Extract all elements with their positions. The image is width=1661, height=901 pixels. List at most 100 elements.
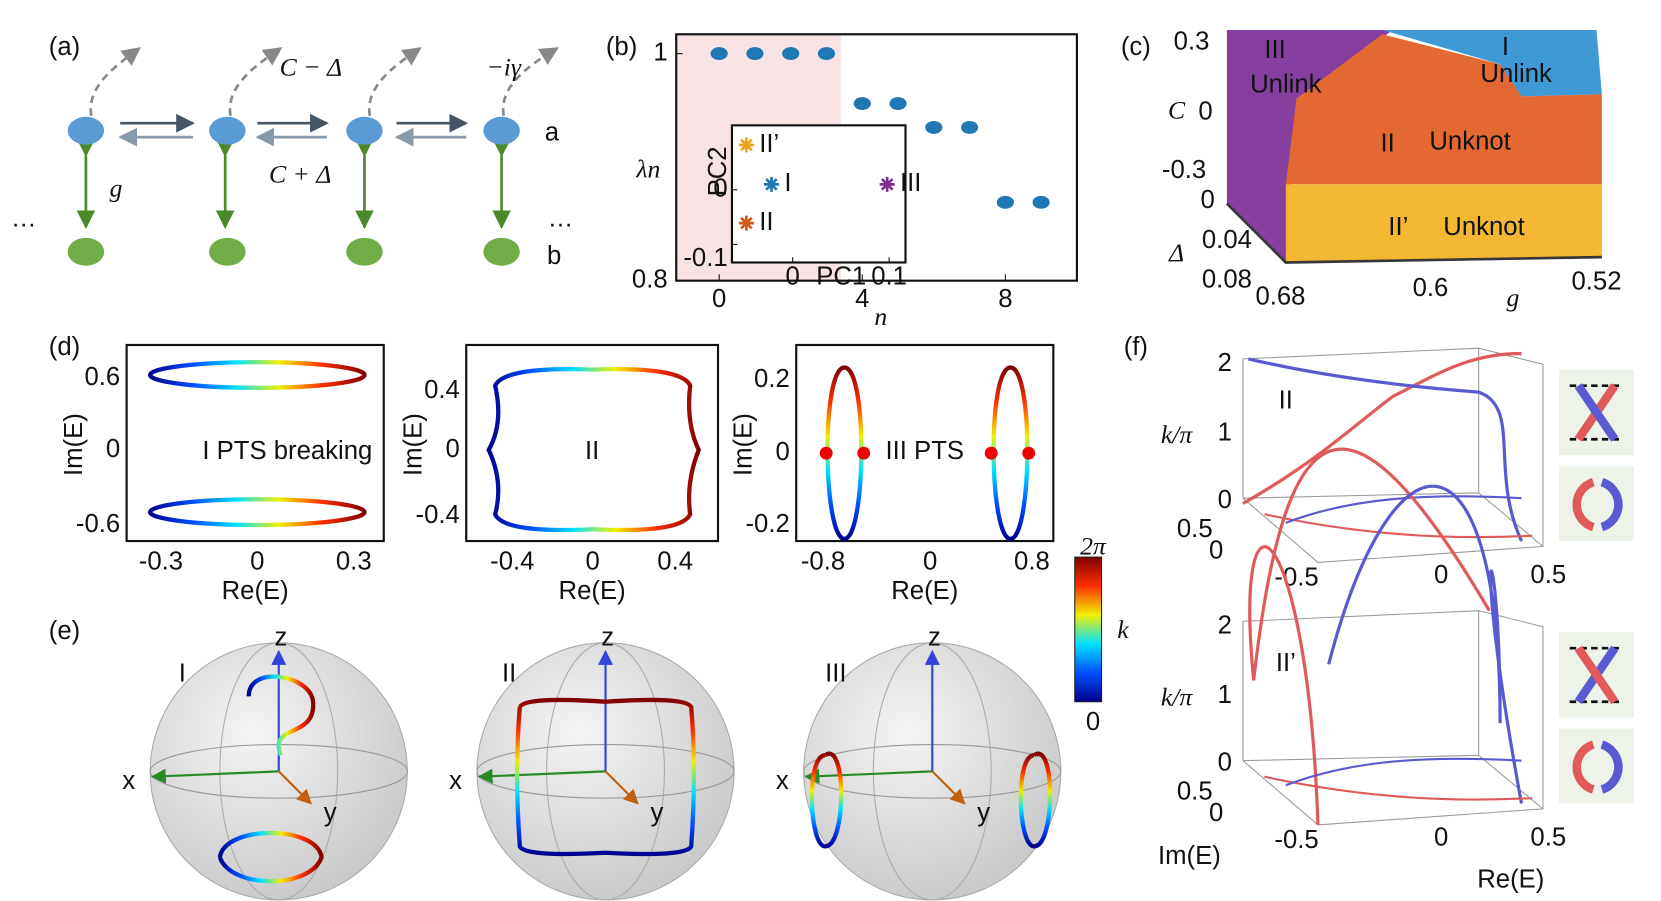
label: 0 bbox=[1434, 824, 1448, 852]
label: k/π bbox=[1161, 682, 1194, 711]
icon-arc bbox=[1600, 740, 1623, 794]
label: II bbox=[1279, 387, 1293, 415]
label: x bbox=[122, 767, 135, 795]
label: 0 bbox=[1218, 749, 1232, 777]
label: n bbox=[874, 302, 887, 331]
label: 1 bbox=[1218, 419, 1232, 447]
exceptional-point bbox=[857, 446, 871, 460]
data-point bbox=[961, 120, 979, 134]
label: x bbox=[776, 767, 789, 795]
knot-strand bbox=[1327, 484, 1524, 804]
box-3d bbox=[1242, 610, 1544, 826]
label: 0.08 bbox=[1202, 265, 1252, 293]
label: 0.5 bbox=[1530, 824, 1566, 852]
label: Re(E) bbox=[1477, 865, 1544, 893]
knot-projection bbox=[1285, 495, 1522, 524]
label: y bbox=[651, 799, 664, 827]
label: 0.5 bbox=[1530, 561, 1566, 589]
label: -0.8 bbox=[801, 547, 845, 575]
label: z bbox=[601, 623, 614, 651]
knot-strand bbox=[1247, 357, 1523, 542]
icon-bg bbox=[1559, 466, 1635, 542]
label: b bbox=[547, 242, 561, 270]
label: 0.5 bbox=[1177, 515, 1213, 543]
label: Unknot bbox=[1429, 127, 1510, 155]
colorbar bbox=[1074, 556, 1103, 703]
label: 0.04 bbox=[1202, 226, 1252, 254]
label: y bbox=[977, 799, 990, 827]
label: -0.4 bbox=[416, 501, 460, 529]
knot-projection bbox=[1264, 775, 1533, 801]
label: k bbox=[1117, 615, 1129, 644]
panel-a-diagram bbox=[67, 47, 559, 266]
label: 0.6 bbox=[84, 363, 120, 391]
icon-arc bbox=[1572, 478, 1595, 532]
label: -0.4 bbox=[490, 547, 534, 575]
label: -0.6 bbox=[76, 510, 120, 538]
knot-projection bbox=[1264, 513, 1533, 539]
label: I bbox=[179, 660, 186, 688]
label: II bbox=[759, 208, 773, 236]
label: (e) bbox=[49, 617, 80, 645]
label: 0 bbox=[1209, 799, 1223, 827]
label: g bbox=[109, 174, 122, 203]
y-axis-label: Im(E) bbox=[730, 413, 758, 476]
label: I bbox=[784, 169, 791, 197]
data-point bbox=[996, 195, 1014, 209]
pc-point bbox=[879, 176, 895, 192]
label: -0.2 bbox=[745, 510, 789, 538]
spectrum-curve bbox=[246, 674, 316, 757]
label: II’ bbox=[1276, 649, 1296, 677]
x-axis-label: Re(E) bbox=[891, 577, 958, 605]
panel-c-phase bbox=[1225, 29, 1602, 264]
label: 0 bbox=[446, 435, 460, 463]
label: I PTS breaking bbox=[202, 437, 372, 465]
label: II bbox=[1380, 129, 1394, 157]
label: … bbox=[548, 204, 574, 232]
label: … bbox=[11, 204, 37, 232]
label: 8 bbox=[998, 285, 1012, 313]
label: -0.3 bbox=[139, 547, 183, 575]
label: 0 bbox=[712, 285, 726, 313]
label: (b) bbox=[606, 33, 637, 61]
x-axis bbox=[150, 768, 279, 784]
label: 0.8 bbox=[1014, 547, 1050, 575]
label: 2π bbox=[1080, 531, 1107, 560]
knot-strand bbox=[1248, 447, 1491, 825]
label: 0 bbox=[586, 547, 600, 575]
y-axis bbox=[604, 770, 639, 805]
label: C − Δ bbox=[280, 53, 342, 82]
label: II’ bbox=[1388, 213, 1408, 241]
data-point bbox=[782, 47, 800, 61]
label: 0 bbox=[923, 547, 937, 575]
pc-point bbox=[763, 176, 779, 192]
knot-strand bbox=[1242, 351, 1522, 505]
label: 0.3 bbox=[1174, 28, 1210, 56]
icon-arc bbox=[1572, 740, 1595, 794]
label: Im(E) bbox=[1158, 842, 1221, 870]
label: 0.52 bbox=[1571, 268, 1621, 296]
spectrum-curve bbox=[486, 367, 702, 533]
label: (d) bbox=[49, 333, 80, 361]
label: 0 bbox=[1218, 486, 1232, 514]
x-axis-label: Re(E) bbox=[559, 577, 626, 605]
label: -0.3 bbox=[1162, 156, 1206, 184]
label: 0 bbox=[1200, 186, 1214, 214]
label: 0 bbox=[1198, 97, 1212, 125]
label: I bbox=[1502, 33, 1509, 61]
exceptional-point bbox=[819, 446, 833, 460]
label: 0.4 bbox=[657, 547, 693, 575]
label: Unlink bbox=[1250, 71, 1322, 99]
label: 0.8 bbox=[632, 265, 668, 293]
y-axis bbox=[278, 770, 312, 805]
label: III PTS bbox=[885, 437, 964, 465]
y-axis-label: Im(E) bbox=[400, 413, 428, 476]
plot-frame bbox=[795, 343, 1055, 543]
plot-frame bbox=[675, 33, 1078, 282]
label: 0.2 bbox=[754, 365, 790, 393]
x-axis bbox=[804, 768, 933, 784]
label: III bbox=[900, 169, 921, 197]
label: 0.68 bbox=[1255, 283, 1305, 311]
label: 0 bbox=[1434, 561, 1448, 589]
